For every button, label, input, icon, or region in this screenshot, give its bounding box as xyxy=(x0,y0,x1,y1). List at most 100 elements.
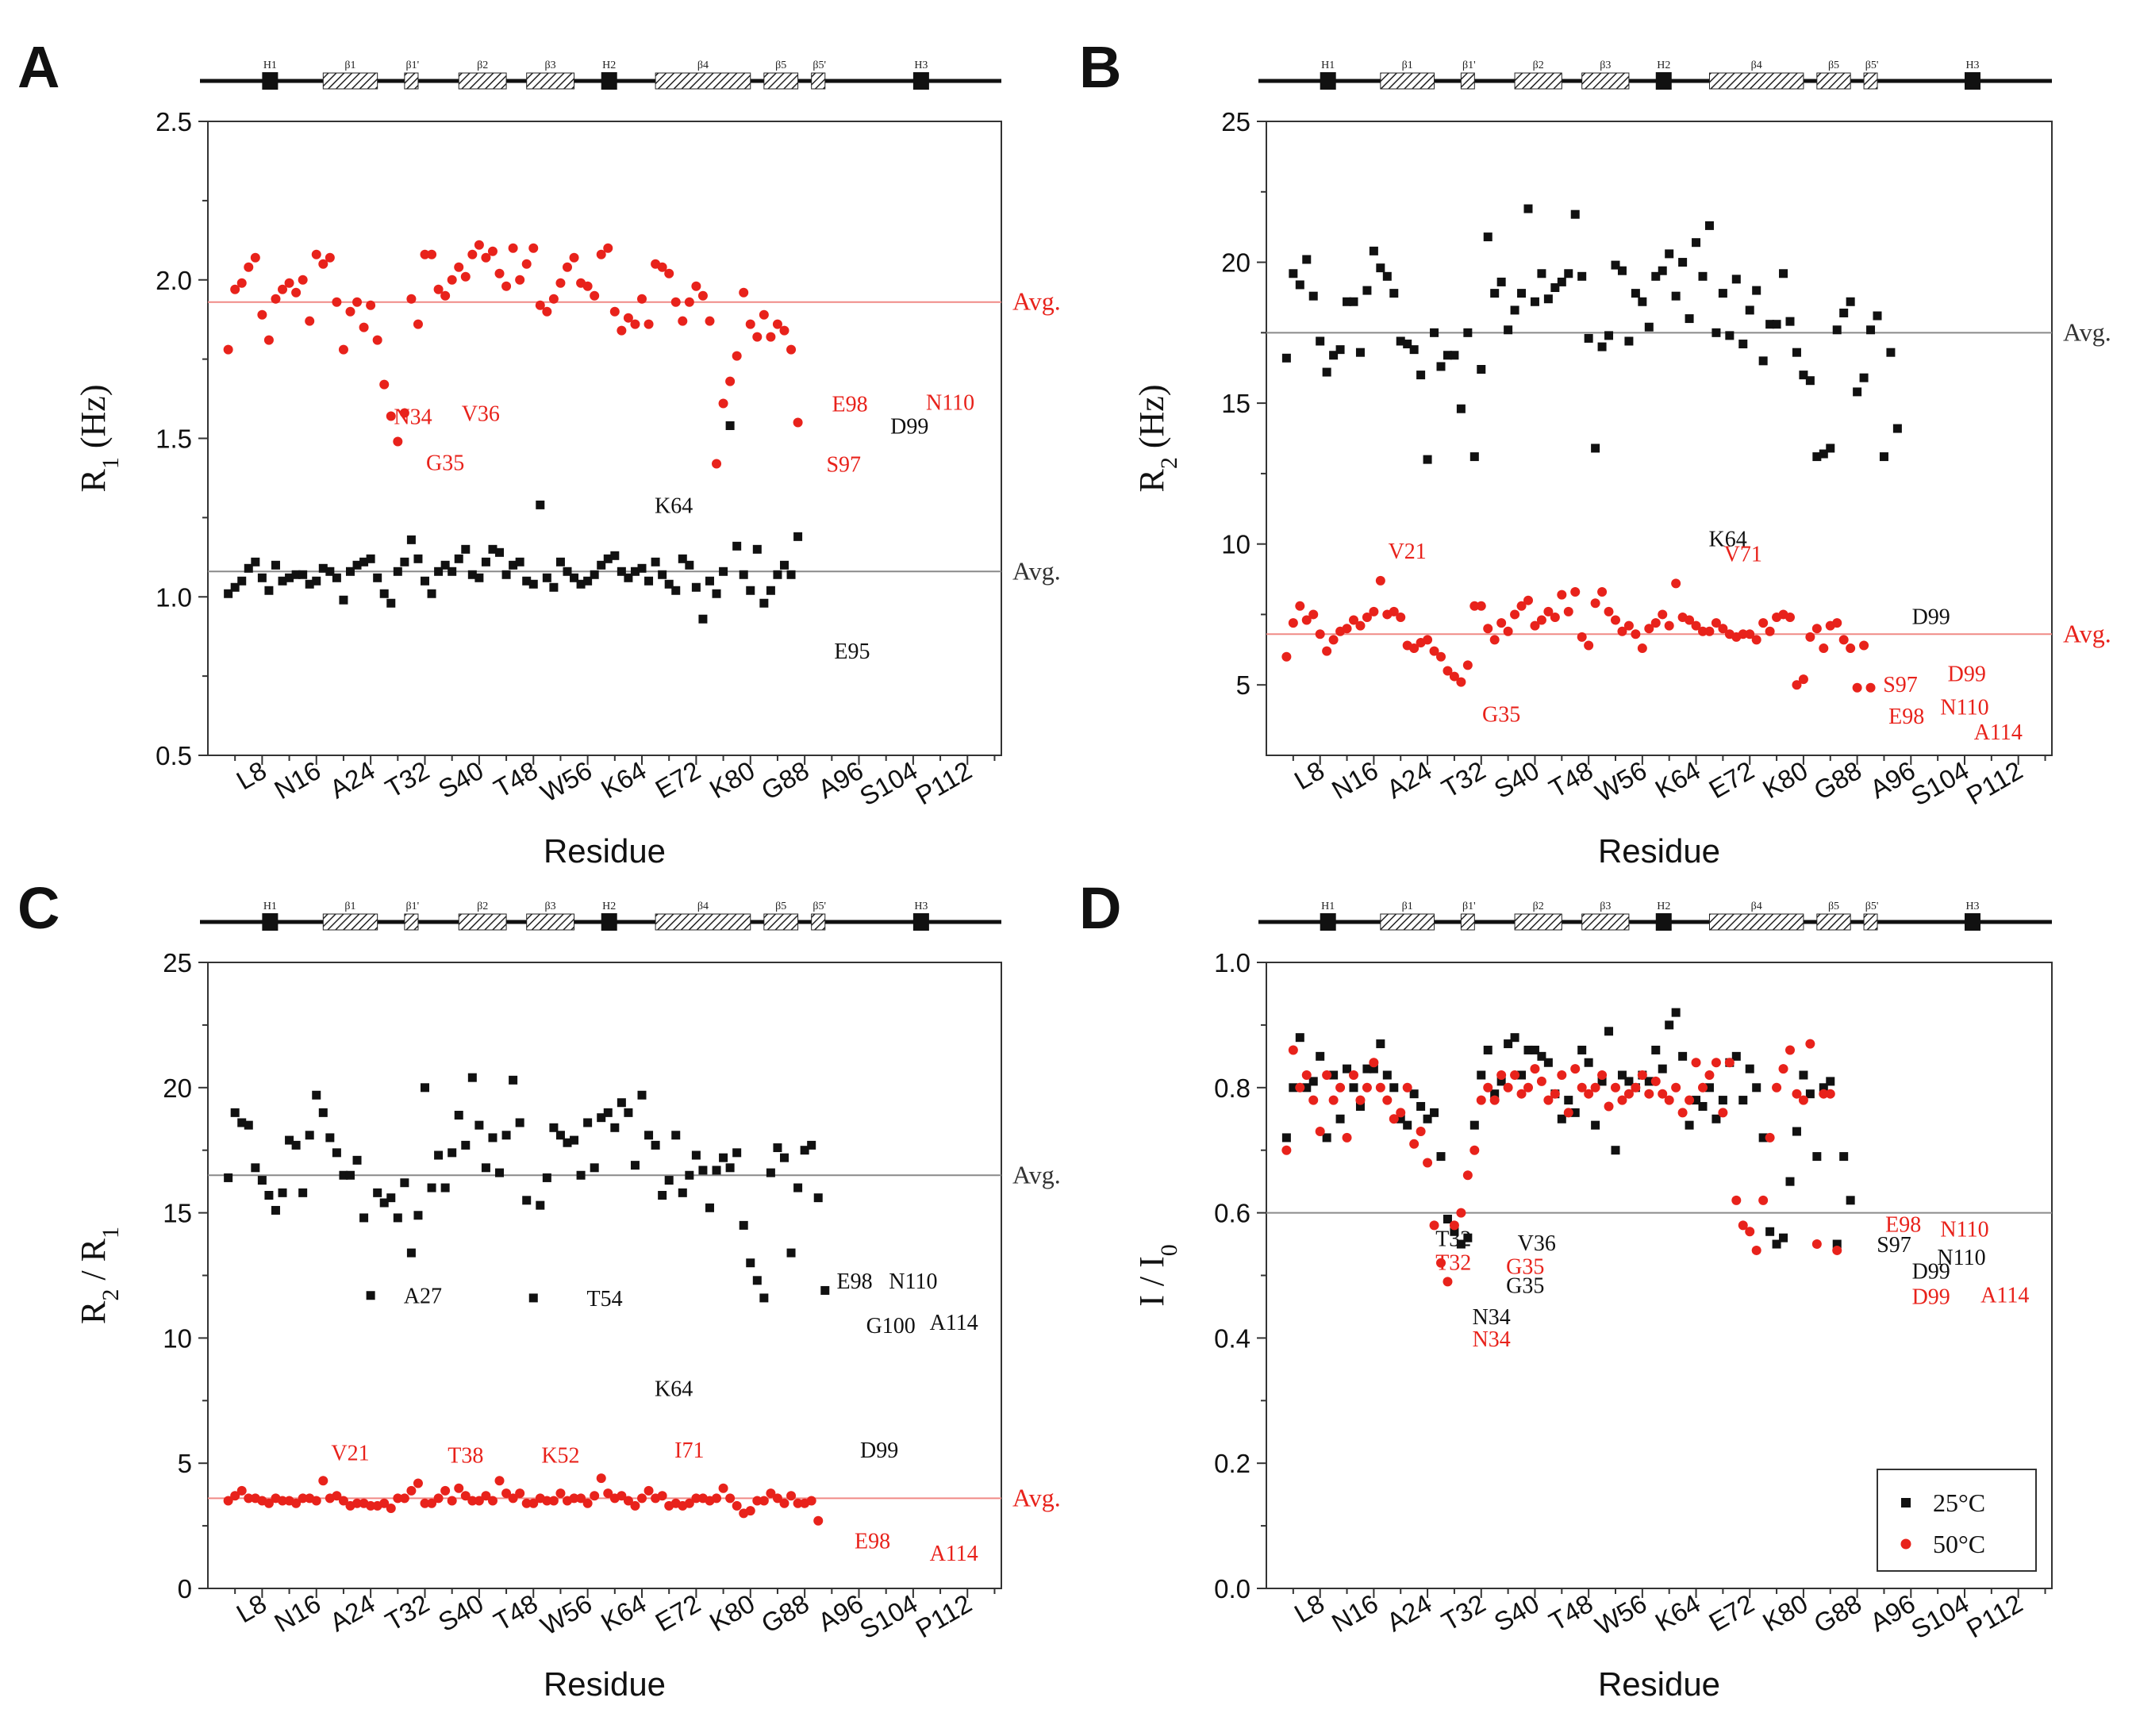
data-point xyxy=(1289,1083,1298,1093)
data-point xyxy=(1832,325,1842,335)
data-point xyxy=(1617,266,1627,275)
annotation-label: V36 xyxy=(462,402,500,427)
panel-a: A H1 β1 β1' β2 β3 H2 β4 β5 β5' H3 0.5 1.0 1.5 2.0 2.5 L8… xyxy=(17,34,1061,870)
data-point xyxy=(515,557,524,567)
data-point xyxy=(1758,1195,1769,1205)
ss-label: H1 xyxy=(263,901,277,912)
data-point xyxy=(1611,615,1620,625)
data-point xyxy=(1664,620,1674,631)
data-point xyxy=(1429,646,1439,656)
data-point xyxy=(1349,1083,1358,1093)
data-point xyxy=(1658,609,1668,620)
data-point xyxy=(1295,1082,1305,1093)
data-point xyxy=(1463,328,1473,337)
data-point xyxy=(1355,348,1365,357)
legend-entry: 25°C xyxy=(1933,1488,1985,1517)
data-point xyxy=(1752,286,1761,295)
data-point xyxy=(1510,1070,1520,1081)
data-point xyxy=(521,259,532,269)
x-tick-label: A24 xyxy=(325,1588,379,1637)
data-point xyxy=(1362,1064,1372,1073)
annotation-label: S97 xyxy=(1883,673,1918,697)
data-point xyxy=(433,284,444,294)
data-point xyxy=(359,557,369,567)
data-point xyxy=(1792,348,1801,357)
annotation-label: A114 xyxy=(930,1311,978,1335)
data-point xyxy=(1852,682,1862,693)
data-point xyxy=(1510,609,1520,620)
data-point xyxy=(1692,238,1701,248)
data-point xyxy=(1886,348,1896,357)
data-point xyxy=(630,567,640,576)
data-point xyxy=(1376,263,1385,273)
y-axis-title-part: (Hz) xyxy=(74,385,113,458)
ss-label: H2 xyxy=(602,60,616,71)
data-point xyxy=(345,567,355,576)
data-point xyxy=(1477,1070,1486,1080)
data-point xyxy=(481,252,491,263)
data-point xyxy=(1671,578,1681,589)
data-point xyxy=(373,573,382,582)
legend: 25°C 50°C xyxy=(1877,1469,2037,1572)
y-axis-title-sub: 1 xyxy=(98,1227,124,1239)
ss-label: β1' xyxy=(1462,901,1476,912)
ss-label: H2 xyxy=(1657,60,1670,71)
data-point xyxy=(494,1476,505,1486)
data-point xyxy=(1590,598,1600,609)
data-point xyxy=(1335,1114,1345,1123)
data-point xyxy=(230,1108,240,1117)
data-point xyxy=(501,1488,512,1499)
data-point xyxy=(1644,1077,1654,1086)
data-point xyxy=(460,271,471,282)
y-axis-title: R2 / R1 xyxy=(74,1227,124,1324)
data-point xyxy=(487,1496,498,1506)
data-point xyxy=(597,560,606,570)
data-point xyxy=(1892,424,1902,433)
data-point xyxy=(1644,1089,1654,1099)
data-point xyxy=(271,294,281,304)
data-point xyxy=(421,1083,430,1093)
data-point xyxy=(400,1178,409,1188)
data-point xyxy=(603,1488,613,1499)
y-tick-label: 15 xyxy=(163,1199,192,1228)
data-point xyxy=(1409,1089,1419,1099)
avg-label: Avg. xyxy=(1012,1483,1061,1511)
series-red xyxy=(223,240,803,469)
data-point xyxy=(1865,682,1876,693)
data-point xyxy=(393,436,403,447)
data-point xyxy=(1718,1096,1727,1105)
data-point xyxy=(1758,618,1769,628)
ss-strand xyxy=(763,72,799,90)
data-point xyxy=(1617,626,1627,636)
data-point xyxy=(1316,1051,1325,1061)
data-point xyxy=(1873,311,1882,321)
data-point xyxy=(1375,575,1385,586)
ss-label: β5 xyxy=(775,60,786,71)
data-point xyxy=(596,249,606,259)
plot-frame xyxy=(207,121,1002,756)
x-tick-label: A96 xyxy=(813,755,868,804)
data-point xyxy=(433,1493,444,1504)
data-point xyxy=(555,1131,565,1140)
data-point xyxy=(1416,371,1426,380)
data-point xyxy=(509,560,518,570)
data-point xyxy=(1301,1070,1312,1081)
data-point xyxy=(1778,1064,1788,1074)
data-point xyxy=(1369,246,1378,255)
x-tick-label: L8 xyxy=(1289,1588,1329,1628)
data-point xyxy=(224,589,233,598)
data-point xyxy=(772,319,782,329)
ss-label: β2 xyxy=(1533,901,1544,912)
annotation-label: A114 xyxy=(930,1542,978,1566)
data-point xyxy=(1631,629,1641,639)
data-point xyxy=(448,567,457,576)
data-point xyxy=(719,1153,728,1162)
data-point xyxy=(800,1146,809,1155)
data-point xyxy=(1396,612,1406,622)
data-point xyxy=(1691,620,1701,631)
data-point xyxy=(1369,1064,1378,1073)
data-point xyxy=(793,1183,803,1193)
data-point xyxy=(1638,297,1647,306)
data-point xyxy=(1718,624,1728,634)
data-point xyxy=(1785,1177,1795,1186)
